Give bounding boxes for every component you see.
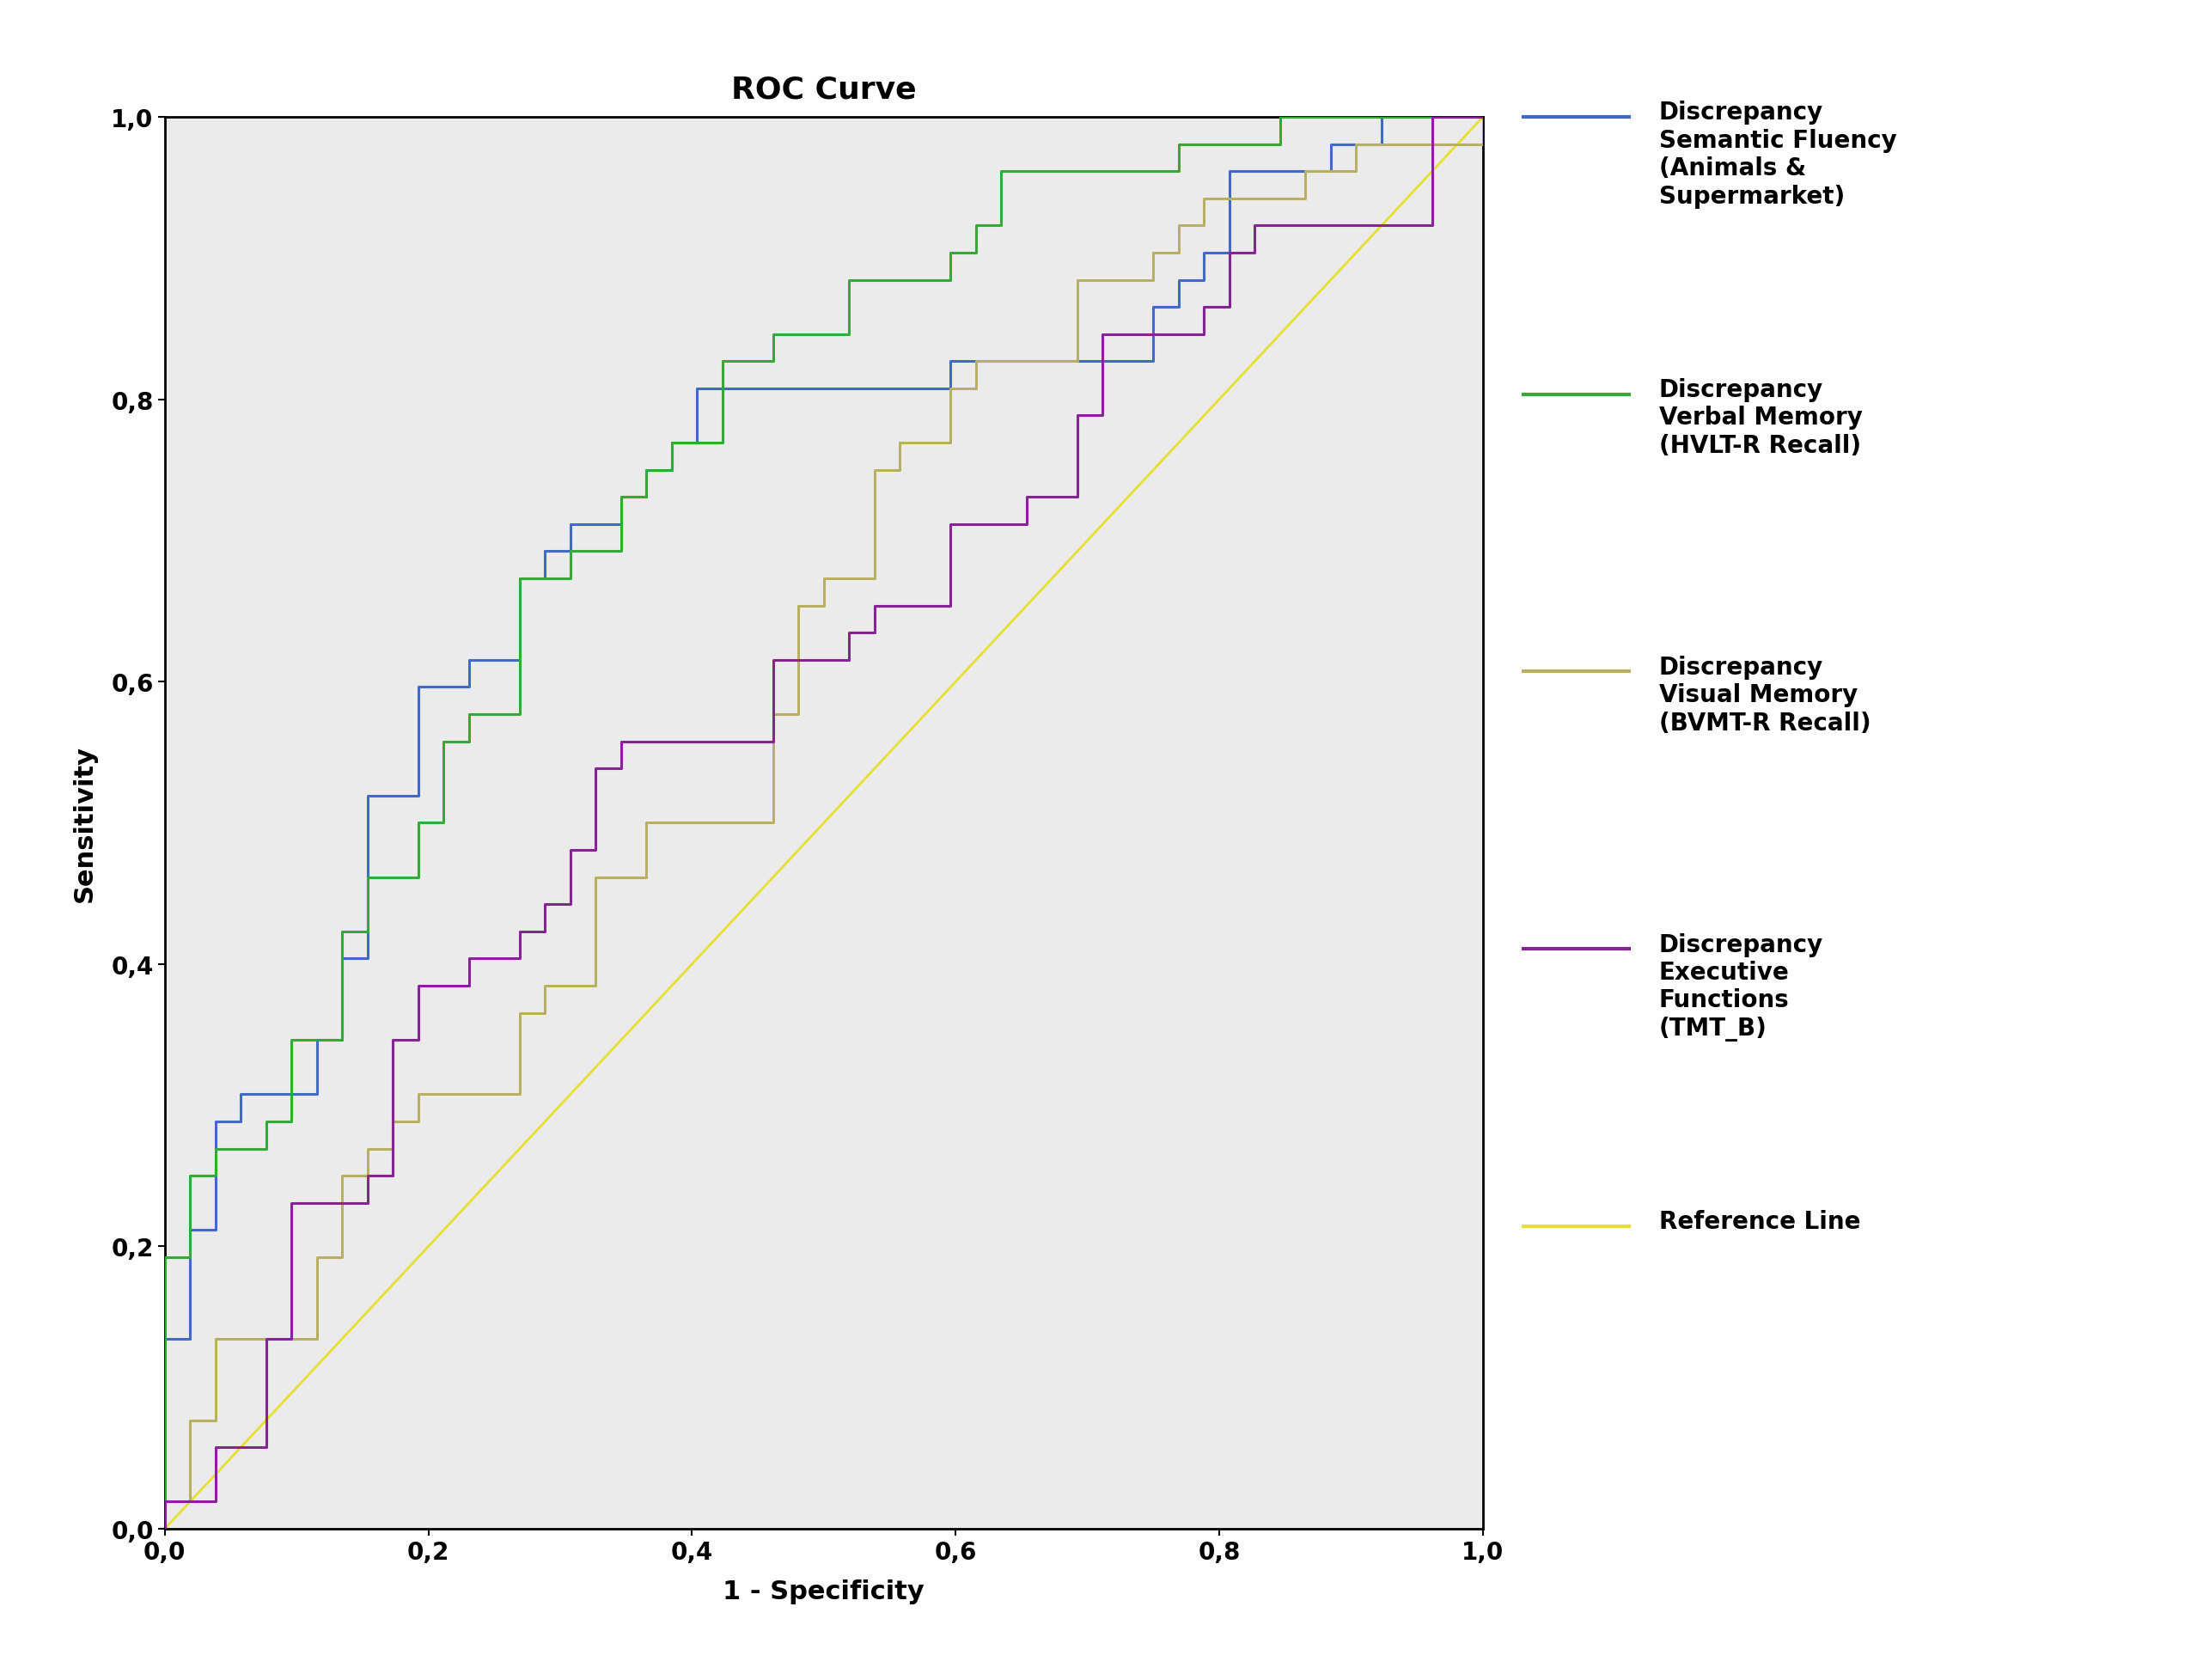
Text: Discrepancy
Visual Memory
(BVMT-R Recall): Discrepancy Visual Memory (BVMT-R Recall… — [1659, 655, 1870, 734]
Text: Discrepancy
Verbal Memory
(HVLT-R Recall): Discrepancy Verbal Memory (HVLT-R Recall… — [1659, 378, 1863, 457]
Text: Reference Line: Reference Line — [1659, 1210, 1861, 1233]
Y-axis label: Sensitivity: Sensitivity — [73, 744, 97, 902]
Title: ROC Curve: ROC Curve — [732, 76, 916, 104]
X-axis label: 1 - Specificity: 1 - Specificity — [723, 1579, 925, 1603]
Text: Discrepancy
Executive
Functions
(TMT_B): Discrepancy Executive Functions (TMT_B) — [1659, 932, 1824, 1042]
Text: Discrepancy
Semantic Fluency
(Animals &
Supermarket): Discrepancy Semantic Fluency (Animals & … — [1659, 101, 1896, 208]
